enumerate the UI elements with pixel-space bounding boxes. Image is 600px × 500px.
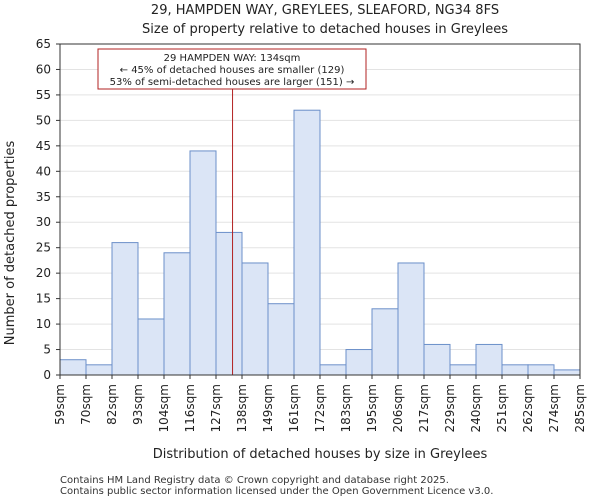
y-tick-label: 35 [36, 190, 51, 204]
y-tick-label: 40 [36, 164, 51, 178]
y-axis-label: Number of detached properties [3, 141, 18, 346]
chart-subtitle: Size of property relative to detached ho… [142, 22, 508, 37]
bar [293, 109, 321, 376]
annotation-frame [97, 48, 367, 90]
x-tick-label: 206sqm [391, 384, 405, 432]
x-tick-label: 82sqm [105, 384, 119, 425]
x-tick-label: 262sqm [521, 384, 535, 432]
x-tick-label: 104sqm [157, 384, 171, 432]
y-tick-label: 30 [36, 215, 51, 229]
bar [345, 349, 373, 376]
bar [501, 364, 529, 376]
y-tick-label: 60 [36, 62, 51, 76]
annotation-line-3: 53% of semi-detached houses are larger (… [110, 77, 355, 88]
bar [397, 262, 425, 376]
annotation-line-2: ← 45% of detached houses are smaller (12… [120, 65, 345, 76]
x-tick-label: 229sqm [443, 384, 457, 432]
x-tick-label: 59sqm [53, 384, 67, 425]
y-tick-label: 65 [36, 37, 51, 51]
bar [85, 364, 113, 376]
y-tick-label: 50 [36, 113, 51, 127]
x-tick-label: 138sqm [235, 384, 249, 432]
x-tick-label: 251sqm [495, 384, 509, 432]
y-tick-label: 55 [36, 88, 51, 102]
y-tick-label: 10 [36, 317, 51, 331]
x-tick-label: 161sqm [287, 384, 301, 432]
x-tick-label: 127sqm [209, 384, 223, 432]
x-tick-label: 274sqm [547, 384, 561, 432]
bar [137, 318, 165, 376]
x-tick-label: 183sqm [339, 384, 353, 432]
bar [319, 364, 347, 376]
bar [267, 303, 295, 376]
bar [527, 364, 555, 376]
bar [111, 242, 139, 376]
x-tick-label: 172sqm [313, 384, 327, 432]
x-tick-label: 149sqm [261, 384, 275, 432]
x-tick-label: 116sqm [183, 384, 197, 432]
x-tick-label: 240sqm [469, 384, 483, 432]
bar [189, 150, 217, 376]
annotation-box: 29 HAMPDEN WAY: 134sqm ← 45% of detached… [97, 48, 367, 90]
y-axis-ticks: 0 5 10 15 20 25 30 35 40 45 50 55 60 65 [36, 37, 60, 382]
x-tick-label: 70sqm [79, 384, 93, 425]
y-tick-label: 45 [36, 139, 51, 153]
bar [553, 369, 581, 376]
bar [241, 262, 269, 376]
footer-line-2: Contains public sector information licen… [60, 486, 493, 497]
x-tick-label: 93sqm [131, 384, 145, 425]
x-axis-ticks: 59sqm 70sqm 82sqm 93sqm 104sqm 116sqm 127sqm 13… [53, 375, 587, 432]
bar [449, 364, 477, 376]
y-tick-label: 15 [36, 292, 51, 306]
footer-line-1: Contains HM Land Registry data © Crown c… [60, 475, 449, 486]
chart-title: 29, HAMPDEN WAY, GREYLEES, SLEAFORD, NG3… [151, 3, 499, 18]
x-tick-label: 195sqm [365, 384, 379, 432]
bar [423, 343, 451, 376]
x-axis-label: Distribution of detached houses by size … [153, 447, 488, 462]
bar [475, 343, 503, 376]
y-tick-label: 5 [43, 343, 51, 357]
bar [371, 308, 399, 376]
x-tick-label: 217sqm [417, 384, 431, 432]
x-tick-label: 285sqm [573, 384, 587, 432]
bar [163, 252, 191, 376]
bar [59, 359, 87, 376]
y-tick-label: 0 [43, 368, 51, 382]
bar [215, 231, 243, 376]
annotation-line-1: 29 HAMPDEN WAY: 134sqm [164, 53, 301, 64]
y-tick-label: 20 [36, 266, 51, 280]
y-tick-label: 25 [36, 241, 51, 255]
